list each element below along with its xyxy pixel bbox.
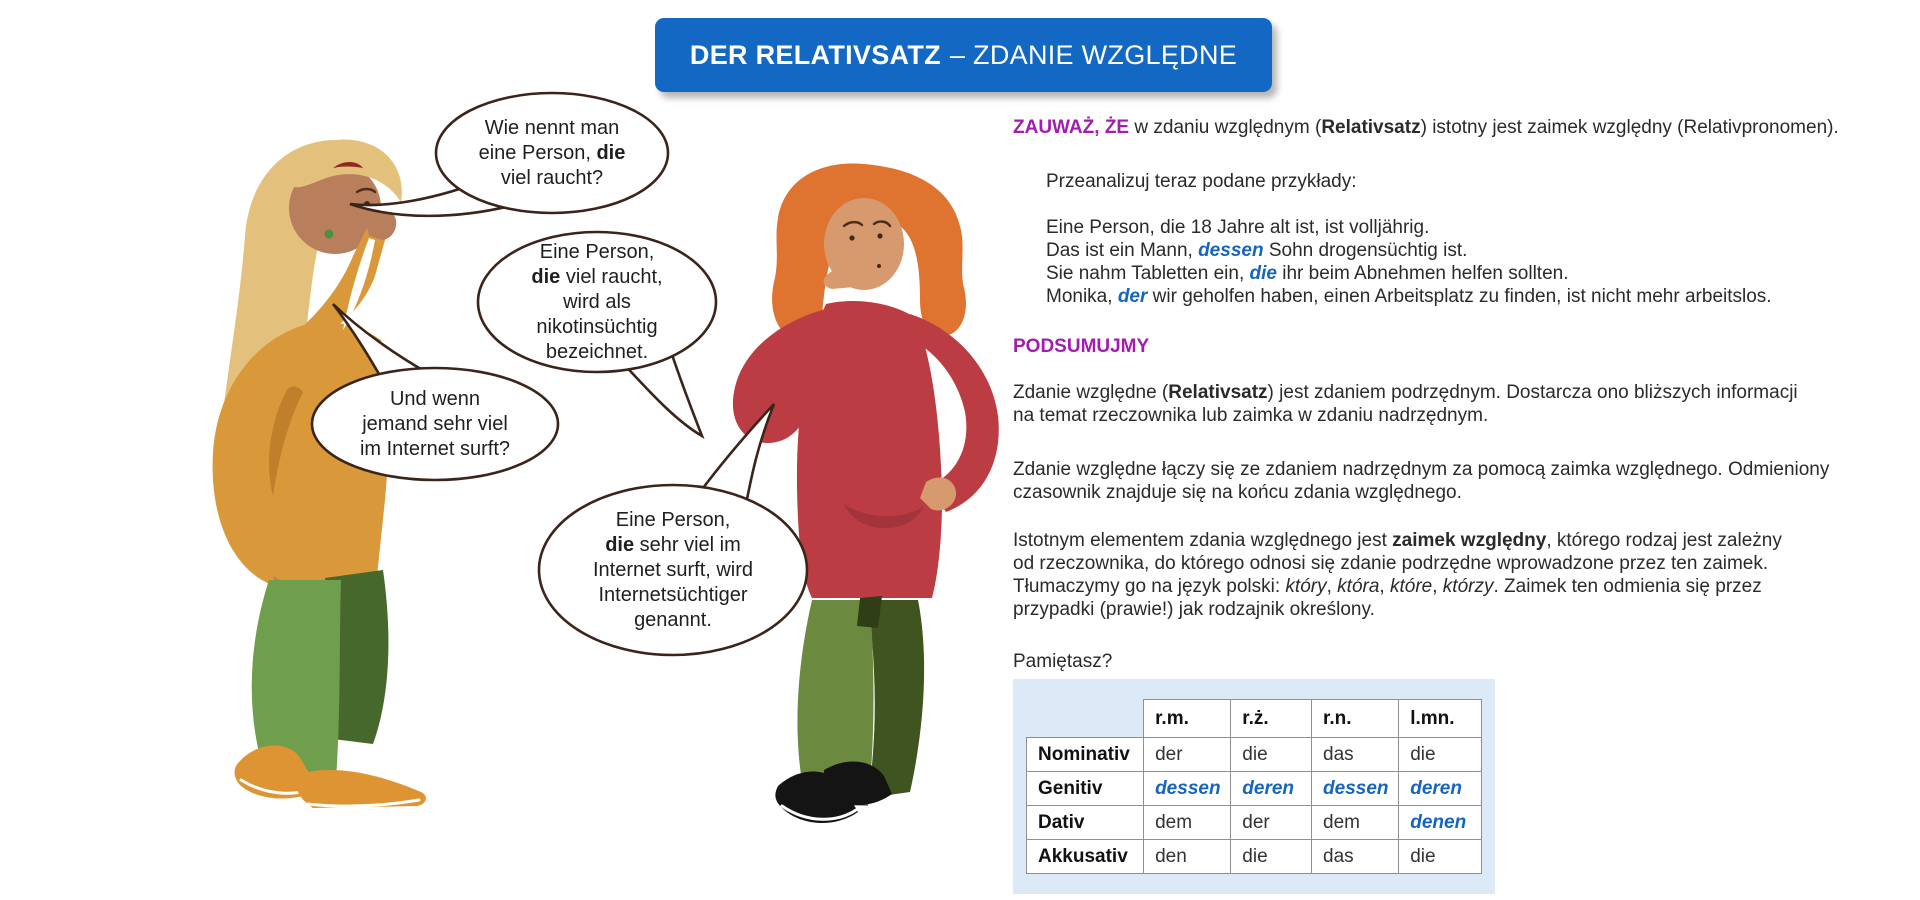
declension-table-panel: r.m. r.ż. r.n. l.mn. Nominativ der die das die Ge… xyxy=(1013,679,1495,894)
examples-list: Eine Person, die 18 Jahre alt ist, ist v… xyxy=(1046,216,1920,308)
table-header-cell: r.n. xyxy=(1311,699,1400,738)
illustration-blonde-woman xyxy=(212,139,426,808)
remember-question: Pamiętasz? xyxy=(1013,651,1113,672)
title-banner: DER RELATIVSATZ – ZDANIE WZGLĘDNE xyxy=(655,18,1272,92)
summary-heading: PODSUMUJMY xyxy=(1013,336,1150,357)
table-header-cell: r.ż. xyxy=(1230,699,1313,738)
title-german: DER RELATIVSATZ xyxy=(689,39,941,70)
speech-bubble-4: Eine Person, die sehr viel im Internet sur… xyxy=(532,392,817,662)
table-row-label: Akkusativ xyxy=(1025,839,1145,874)
table-row: Genitiv dessen deren dessen deren xyxy=(1025,771,1482,806)
paragraph-connection: Zdanie względne łączy się ze zdaniem nad… xyxy=(1013,459,1830,503)
table-row-label: Dativ xyxy=(1025,805,1145,840)
declension-table: r.m. r.ż. r.n. l.mn. Nominativ der die das die Ge… xyxy=(1025,699,1482,874)
note-line: ZAUWAŻ, ŻE w zdaniu względnym (Relativsa… xyxy=(1013,117,1839,138)
bubble-text: Eine Person, die sehr viel im Internet sur… xyxy=(592,508,754,631)
table-cell: die xyxy=(1230,737,1313,772)
table-header-cell: l.mn. xyxy=(1398,699,1482,738)
speech-bubble-2: Eine Person, die viel raucht, wird als niko… xyxy=(470,230,770,445)
table-cell: deren xyxy=(1398,771,1482,806)
illustration-redhead-woman xyxy=(732,163,999,824)
table-cell: dem xyxy=(1311,805,1400,840)
table-cell: die xyxy=(1398,737,1482,772)
table-cell: der xyxy=(1143,737,1232,772)
table-row: Akkusativ den die das die xyxy=(1025,839,1482,874)
table-cell: das xyxy=(1311,737,1400,772)
table-row-label: Genitiv xyxy=(1025,771,1145,806)
table-corner-cell xyxy=(1027,700,1144,738)
table-cell: dem xyxy=(1143,805,1232,840)
bubble-text: Eine Person, die viel raucht, wird als niko… xyxy=(531,240,663,363)
speech-bubble-1: Wie nennt man eine Person, die viel raucht… xyxy=(340,88,676,228)
table-header-cell: r.m. xyxy=(1143,699,1232,738)
example-line: Eine Person, die 18 Jahre alt ist, ist v… xyxy=(1046,217,1430,238)
table-cell: die xyxy=(1230,839,1313,874)
title-polish: – ZDANIE WZGLĘDNE xyxy=(949,39,1238,70)
paragraph-pronoun: Istotnym elementem zdania względnego jes… xyxy=(1013,530,1782,620)
table-cell: das xyxy=(1311,839,1400,874)
table-cell: den xyxy=(1143,839,1232,874)
bubble-text: Und wenn jemand sehr viel im Internet surf… xyxy=(359,387,511,460)
table-cell: denen xyxy=(1398,805,1482,840)
paragraph-definition: Zdanie względne (Relativsatz) jest zdani… xyxy=(1013,382,1798,426)
examples-intro: Przeanalizuj teraz podane przykłady: xyxy=(1046,171,1357,192)
example-line: Das ist ein Mann, dessen Sohn drogensüch… xyxy=(1046,240,1468,261)
bubble-text: Wie nennt man eine Person, die viel raucht… xyxy=(478,116,626,189)
table-row: Dativ dem der dem denen xyxy=(1025,805,1482,840)
content-column: ZAUWAŻ, ŻE w zdaniu względnym (Relativsa… xyxy=(1013,116,1920,894)
table-cell: der xyxy=(1230,805,1313,840)
example-line: Sie nahm Tabletten ein, die ihr beim Abn… xyxy=(1046,263,1569,284)
table-row-label: Nominativ xyxy=(1025,737,1145,772)
speech-bubble-3: Und wenn jemand sehr viel im Internet surf… xyxy=(305,298,567,486)
table-cell: die xyxy=(1398,839,1482,874)
table-row: Nominativ der die das die xyxy=(1025,737,1482,772)
example-line: Monika, der wir geholfen haben, einen Ar… xyxy=(1046,286,1772,307)
table-cell: deren xyxy=(1230,771,1313,806)
table-cell: dessen xyxy=(1311,771,1400,806)
table-cell: dessen xyxy=(1143,771,1232,806)
